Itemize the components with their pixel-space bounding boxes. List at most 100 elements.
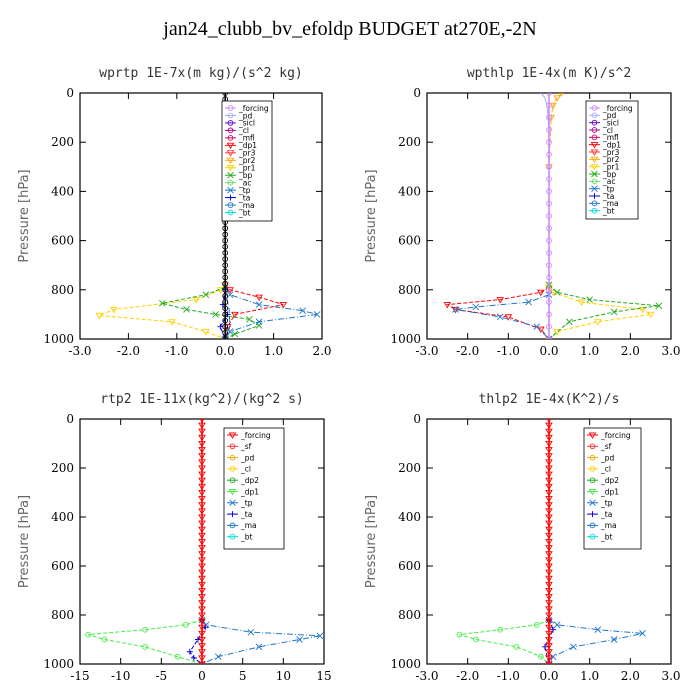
legend-marker: [227, 120, 234, 126]
legend-marker: [229, 522, 236, 529]
series-point-forcing: [222, 280, 229, 287]
series-point-bp: [586, 296, 593, 303]
panel-title: wpthlp 1E-4x(m K)/s^2: [467, 66, 631, 81]
series-point-forcing: [198, 532, 206, 540]
y-tick-label: 200: [51, 135, 74, 149]
series-point-forcing: [546, 200, 552, 207]
series-point-forcing: [545, 569, 553, 577]
series-point-dp1: [533, 621, 540, 628]
series-point-dp1: [472, 636, 479, 643]
series-point-tp: [496, 313, 504, 321]
legend-label: _cl: [240, 465, 251, 474]
x-tick-label: -5: [155, 669, 167, 683]
series-point-tp: [639, 630, 646, 637]
series-point-forcing: [546, 139, 552, 146]
series-point-tp: [296, 636, 303, 643]
series-point-bp: [231, 330, 239, 338]
legend-label: _tp: [600, 499, 613, 508]
y-tick-label: 400: [398, 510, 421, 524]
series-point-forcing: [546, 163, 552, 170]
series-point-forcing: [198, 422, 206, 430]
series-point-forcing: [198, 447, 206, 454]
legend-label: _ma: [238, 201, 255, 210]
series-point-forcing: [545, 600, 553, 607]
y-tick-label: 200: [398, 135, 421, 149]
series-point-forcing: [545, 496, 553, 503]
x-tick-label: 1.0: [580, 669, 599, 683]
series-point-forcing: [546, 237, 552, 244]
series-point-forcing: [545, 636, 553, 644]
legend-label: _forcing: [238, 104, 269, 113]
series-point-forcing: [198, 643, 206, 650]
series-point-forcing: [198, 594, 206, 601]
series-point-forcing: [198, 618, 206, 626]
series-point-forcing: [545, 624, 553, 632]
series-point-tp: [299, 307, 306, 315]
series-point-dp1: [182, 621, 189, 628]
legend-marker: [591, 207, 598, 214]
series-point-forcing: [222, 262, 229, 269]
legend-marker: [229, 499, 236, 507]
y-tick-label: 1000: [43, 332, 74, 346]
y-tick-label: 0: [413, 412, 421, 426]
series-point-forcing: [198, 569, 206, 577]
y-axis-label: Pressure [hPa]: [17, 169, 32, 262]
panel-title: thlp2 1E-4x(K^2)/s: [479, 392, 620, 407]
y-axis-label: Pressure [hPa]: [364, 495, 379, 588]
series-point-forcing: [222, 293, 229, 299]
series-point-forcing: [198, 630, 206, 638]
series-point-tp: [255, 643, 263, 651]
series-point-forcing: [545, 606, 553, 613]
legend-marker: [590, 164, 599, 171]
series-point-pr1: [594, 319, 602, 326]
series-line-tp: [201, 619, 320, 664]
legend-label: _ta: [600, 510, 612, 519]
series-point-forcing: [198, 581, 206, 589]
legend-marker: [227, 202, 234, 208]
legend-label: _ma: [602, 199, 619, 208]
series-point-tp: [472, 303, 480, 311]
series-line-pr1: [548, 286, 653, 339]
legend-label: _tp: [602, 184, 615, 193]
legend-marker: [226, 142, 235, 150]
series-point-forcing: [222, 225, 229, 232]
series-point-forcing: [546, 286, 552, 293]
series-point-forcing: [546, 323, 552, 330]
series-line-ma: [224, 289, 231, 339]
legend-label: _dp1: [238, 141, 257, 150]
series-point-forcing: [545, 649, 553, 656]
series-point-forcing: [198, 459, 206, 466]
series-point-tp: [533, 323, 541, 331]
series-point-forcing: [222, 330, 229, 336]
series-point-forcing: [545, 453, 553, 460]
series-point-pr1: [168, 319, 176, 326]
legend-label: _forcing: [240, 431, 271, 440]
legend-marker: [589, 522, 596, 529]
series-point-dp1: [255, 294, 263, 302]
series-point-forcing: [222, 323, 229, 330]
series-point-forcing: [198, 453, 206, 460]
legend-marker: [226, 157, 235, 165]
legend-label: _dp1: [600, 487, 619, 496]
x-tick-label: 0.0: [216, 344, 235, 358]
legend-label: _bt: [240, 533, 253, 542]
legend-marker: [227, 171, 234, 179]
series-point-forcing: [545, 563, 553, 570]
series-point-dp1: [231, 311, 239, 319]
figure-title: jan24_clubb_bv_efoldp BUDGET at270E,-2N: [163, 18, 537, 40]
legend-marker: [227, 209, 234, 216]
series-point-dp1: [496, 297, 504, 304]
series-point-forcing: [546, 93, 552, 96]
series-point-tp: [594, 626, 602, 634]
series-point-bp: [655, 302, 663, 310]
legend-label: _ma: [240, 521, 257, 530]
series-point-bp: [610, 308, 618, 316]
series-point-pr1: [202, 329, 210, 336]
series-point-forcing: [545, 557, 553, 564]
legend-label: _ac: [602, 177, 615, 186]
series-line-pr2: [548, 93, 562, 167]
series-point-forcing: [222, 286, 229, 293]
legend-label: _dp2: [600, 476, 619, 485]
x-tick-label: 0: [198, 669, 206, 683]
series-point-forcing: [545, 440, 553, 448]
